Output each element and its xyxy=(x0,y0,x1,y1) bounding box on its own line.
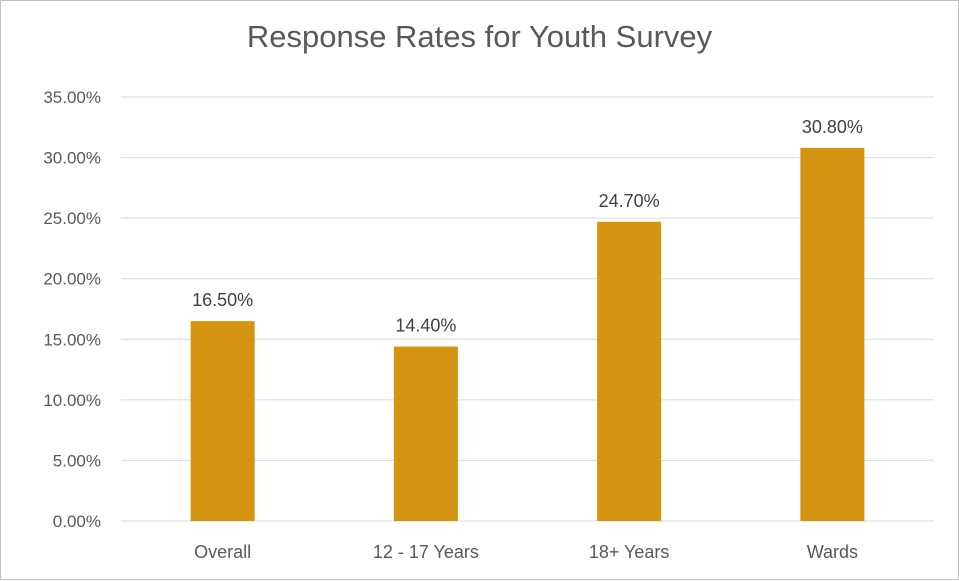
data-label: 16.50% xyxy=(192,290,253,310)
data-label: 14.40% xyxy=(395,316,456,336)
x-category-label: Overall xyxy=(194,542,251,562)
bar xyxy=(800,147,865,521)
x-axis-categories: Overall 12 - 17 Years 18+ Years Wards xyxy=(194,542,858,562)
data-label: 24.70% xyxy=(599,191,660,211)
y-tick-label: 25.00% xyxy=(43,209,101,228)
bar xyxy=(190,321,255,521)
bars xyxy=(190,147,865,521)
chart-title: Response Rates for Youth Survey xyxy=(246,19,713,54)
y-tick-label: 5.00% xyxy=(53,451,101,470)
x-category-label: Wards xyxy=(807,542,858,562)
y-tick-label: 15.00% xyxy=(43,330,101,349)
gridlines xyxy=(121,96,934,522)
y-tick-label: 35.00% xyxy=(43,88,101,107)
y-tick-label: 10.00% xyxy=(43,391,101,410)
bar xyxy=(597,221,662,521)
y-axis-ticks: 0.00% 5.00% 10.00% 15.00% 20.00% 25.00% 30.00%… xyxy=(43,88,101,531)
data-labels: 16.50% 14.40% 24.70% 30.80% xyxy=(192,117,863,336)
data-label: 30.80% xyxy=(802,117,863,137)
bar xyxy=(393,346,458,521)
y-tick-label: 0.00% xyxy=(53,512,101,531)
y-tick-label: 30.00% xyxy=(43,149,101,168)
y-tick-label: 20.00% xyxy=(43,270,101,289)
x-category-label: 12 - 17 Years xyxy=(373,542,479,562)
x-category-label: 18+ Years xyxy=(589,542,670,562)
